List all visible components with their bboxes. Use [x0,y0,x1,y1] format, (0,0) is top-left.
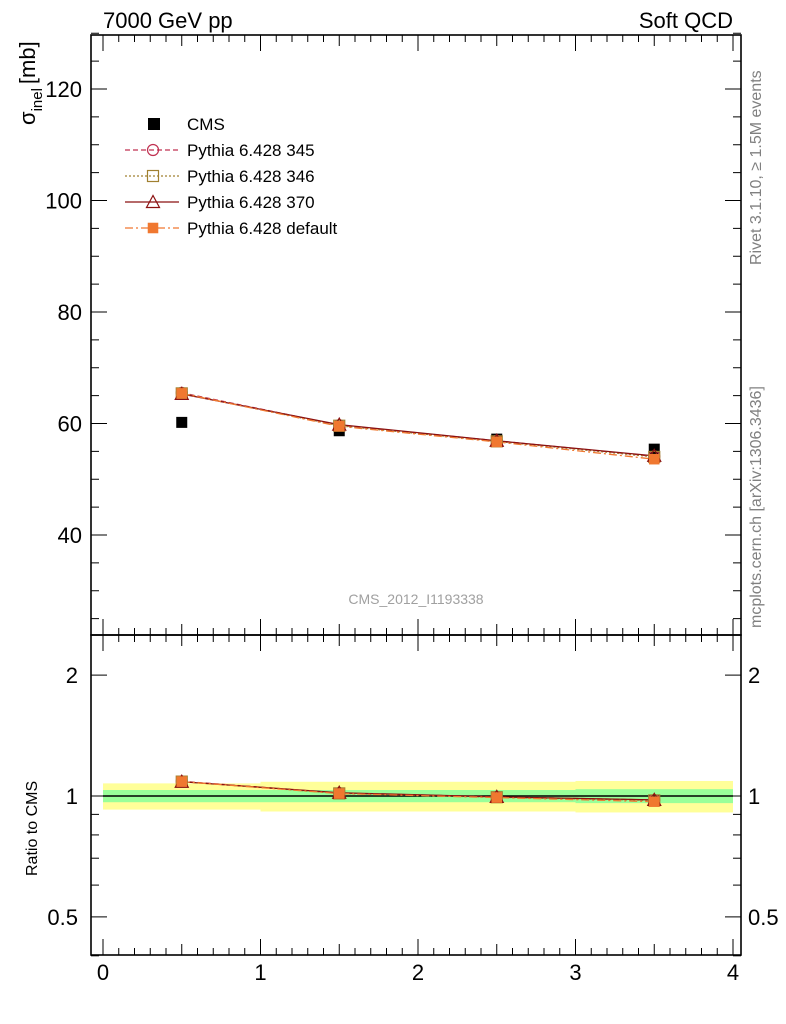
ratio-y-tick-label: 2 [66,663,78,688]
ratio-series-marker [333,787,346,800]
legend-entry-label: Pythia 6.428 345 [187,141,315,160]
legend-marker [146,143,160,157]
header-left-label: 7000 GeV pp [103,8,233,33]
legend-entry-label: Pythia 6.428 346 [187,167,315,186]
main-series-marker [491,436,503,448]
ratio-series-marker [333,788,345,799]
legend-marker [145,194,161,209]
rivet-version-label: Rivet 3.1.10, ≥ 1.5M events [748,70,765,265]
main-y-axis-label: σinel [mb] [15,41,46,125]
main-series-line [181,392,655,458]
main-y-tick-label: 80 [58,300,82,325]
ratio-series-marker [648,796,660,807]
legend-entry-label: Pythia 6.428 default [187,219,338,238]
main-series-line [181,392,655,458]
ratio-plot-frame [90,634,742,956]
ratio-y-tick-label: 0.5 [47,905,78,930]
analysis-id-watermark: CMS_2012_I1193338 [348,591,483,607]
ratio-y-tick-label-right: 1 [748,784,760,809]
x-tick-label: 2 [412,960,424,985]
legend-entry-label: Pythia 6.428 370 [187,193,315,212]
x-tick-label: 3 [569,960,581,985]
main-y-tick-label: 40 [58,523,82,548]
legend-entry-label: CMS [187,115,225,134]
y-label-subscript: inel [29,88,46,111]
ratio-y-axis-label: Ratio to CMS [24,781,41,876]
ratio-y-tick-label-right: 2 [748,663,760,688]
main-y-tick-label: 60 [58,412,82,437]
header-right-label: Soft QCD [639,8,733,33]
legend-marker [147,222,159,234]
ratio-y-tick-label-right: 0.5 [748,905,779,930]
ratio-series-line [181,781,655,801]
ratio-series-line [181,780,655,803]
main-series-marker [648,453,660,465]
main-y-tick-label: 120 [45,77,82,102]
main-series-marker [176,388,188,399]
legend: CMS Pythia 6.428 345 Pythia 6.428 346 Pythi… [125,115,338,238]
y-label-unit: [mb] [15,41,40,84]
ratio-y-tick-label: 1 [66,784,78,809]
mcplots-reference-label: mcplots.cern.ch [arXiv:1306.3436] [748,386,765,628]
main-series-line [181,392,655,460]
ratio-series-marker [491,792,503,803]
main-series-line [181,393,655,457]
x-tick-label: 4 [727,960,739,985]
cms-data-point [176,416,188,428]
main-y-tick-label: 100 [45,189,82,214]
x-tick-label: 1 [254,960,266,985]
legend-cms-marker [148,118,160,130]
legend-marker [146,169,160,183]
x-tick-label: 0 [97,960,109,985]
ratio-series-marker [176,776,188,787]
y-label-sigma: σ [15,111,40,125]
main-series-marker [333,421,345,432]
